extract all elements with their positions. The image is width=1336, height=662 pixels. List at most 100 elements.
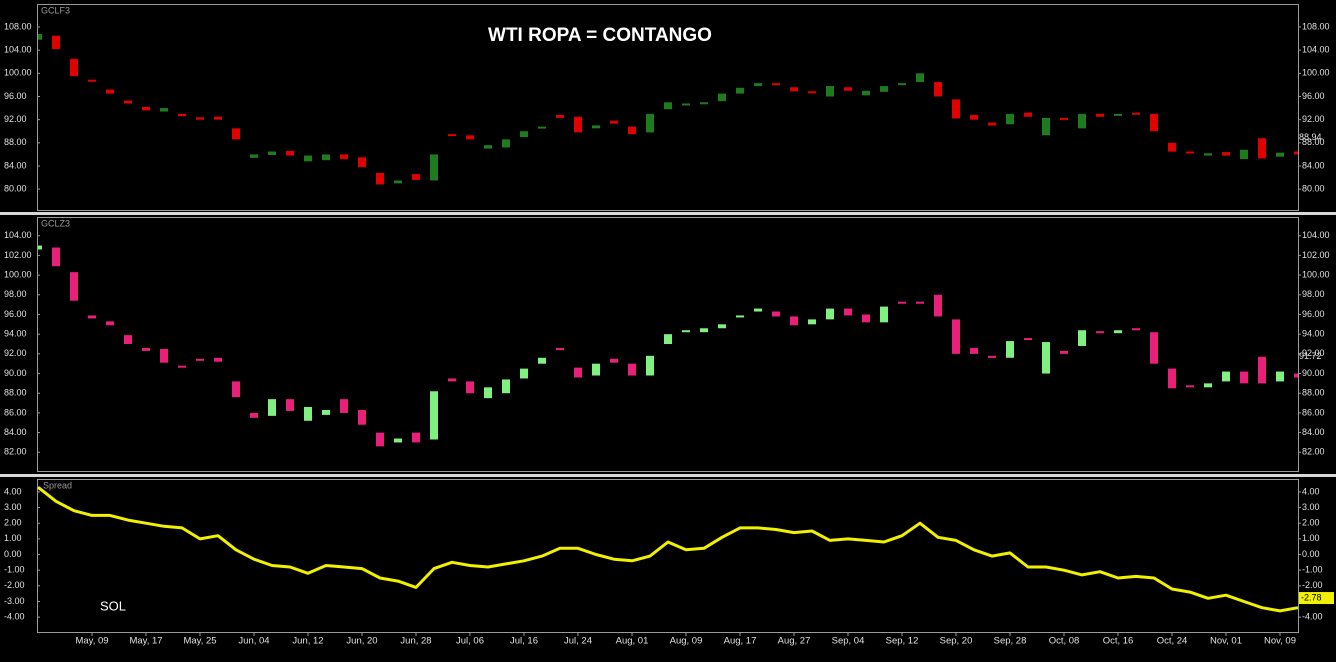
- candle: [520, 368, 528, 379]
- y-tick-label: -4.00: [1302, 612, 1323, 622]
- candle: [880, 86, 888, 92]
- candle: [898, 83, 906, 86]
- y-tick-label: 84.00: [4, 160, 27, 170]
- candle: [1042, 342, 1050, 374]
- candle: [736, 87, 744, 94]
- y-tick-label: 3.00: [1302, 502, 1320, 512]
- candle: [196, 117, 204, 120]
- candle: [1150, 332, 1158, 364]
- candle: [574, 116, 582, 133]
- y-tick-label: 102.00: [1302, 250, 1330, 260]
- candle: [808, 319, 816, 325]
- y-tick-label: 98.00: [1302, 289, 1325, 299]
- candle: [646, 355, 654, 376]
- panel-frame: [37, 4, 1299, 211]
- candle: [574, 367, 582, 378]
- candle: [610, 358, 618, 363]
- y-tick-label: 88.00: [1302, 137, 1325, 147]
- candle: [970, 115, 978, 120]
- candle: [916, 301, 924, 304]
- candle: [1276, 371, 1284, 382]
- candle: [682, 103, 690, 106]
- candle: [988, 355, 996, 358]
- y-tick-label: -1.00: [4, 565, 25, 575]
- y-tick-label: 4.00: [1302, 486, 1320, 496]
- candle: [808, 91, 816, 94]
- y-tick-label: 96.00: [1302, 309, 1325, 319]
- last-value-label: 91.72: [1299, 351, 1322, 361]
- candle: [934, 294, 942, 317]
- y-tick-label: 88.00: [1302, 388, 1325, 398]
- candle: [88, 315, 96, 319]
- y-tick-label: 104.00: [1302, 45, 1330, 55]
- candle: [250, 412, 258, 418]
- candle: [646, 113, 654, 133]
- candle: [592, 125, 600, 129]
- candle: [610, 120, 618, 124]
- chart-title: WTI ROPA = CONTANGO: [488, 25, 712, 46]
- x-tick-label: Aug, 09: [670, 636, 703, 647]
- x-tick-label: Oct, 16: [1103, 636, 1134, 647]
- y-tick-label: 104.00: [4, 230, 32, 240]
- y-tick-label: 82.00: [1302, 447, 1325, 457]
- candle: [38, 33, 42, 40]
- x-tick-label: Nov, 01: [1210, 636, 1242, 647]
- x-tick-label: May, 09: [75, 636, 108, 647]
- candle: [38, 245, 42, 250]
- candle: [1096, 113, 1104, 117]
- candle: [322, 154, 330, 161]
- candle: [898, 301, 906, 304]
- candle: [628, 126, 636, 135]
- panel-name: GCLZ3: [41, 218, 70, 228]
- candle: [214, 116, 222, 120]
- candle: [934, 82, 942, 97]
- y-tick-label: 4.00: [4, 486, 22, 496]
- y-tick-label: -1.00: [1302, 565, 1323, 575]
- y-tick-label: 86.00: [1302, 407, 1325, 417]
- candle: [412, 174, 420, 180]
- candle: [718, 93, 726, 102]
- candle: [430, 391, 438, 440]
- y-tick-label: 104.00: [1302, 230, 1330, 240]
- candle: [1240, 371, 1248, 384]
- y-tick-label: 92.00: [4, 348, 27, 358]
- candle: [124, 100, 132, 104]
- y-tick-label: 108.00: [4, 21, 32, 31]
- y-tick-label: 90.00: [4, 368, 27, 378]
- candle: [1204, 153, 1212, 156]
- last-value-box: [1299, 592, 1334, 605]
- candle: [322, 409, 330, 415]
- y-tick-label: 1.00: [1302, 533, 1320, 543]
- x-tick-label: Aug, 27: [778, 636, 811, 647]
- x-tick-label: Sep, 04: [832, 636, 865, 647]
- y-tick-label: -2.00: [4, 580, 25, 590]
- candle: [1168, 368, 1176, 389]
- candle: [826, 308, 834, 320]
- candle: [1114, 330, 1122, 334]
- candle: [484, 145, 492, 149]
- y-tick-label: 2.00: [1302, 518, 1320, 528]
- candle: [1096, 331, 1104, 334]
- candle: [1024, 338, 1032, 341]
- x-tick-label: Oct, 08: [1049, 636, 1080, 647]
- candle: [70, 272, 78, 301]
- candle: [736, 315, 744, 318]
- candle: [772, 311, 780, 317]
- candle: [1258, 356, 1266, 384]
- y-tick-label: 88.00: [4, 137, 27, 147]
- candle: [592, 363, 600, 376]
- x-tick-label: Nov, 09: [1264, 636, 1296, 647]
- candle: [232, 128, 240, 140]
- candle: [124, 335, 132, 345]
- candle: [790, 87, 798, 92]
- candle: [1222, 152, 1230, 156]
- candle: [1258, 138, 1266, 159]
- candle: [412, 432, 420, 443]
- candle: [376, 432, 384, 447]
- y-tick-label: 92.00: [4, 114, 27, 124]
- candle: [160, 108, 168, 112]
- y-tick-label: -4.00: [4, 612, 25, 622]
- x-tick-label: Jul, 24: [564, 636, 592, 647]
- last-value-label: -2.78: [1301, 592, 1322, 602]
